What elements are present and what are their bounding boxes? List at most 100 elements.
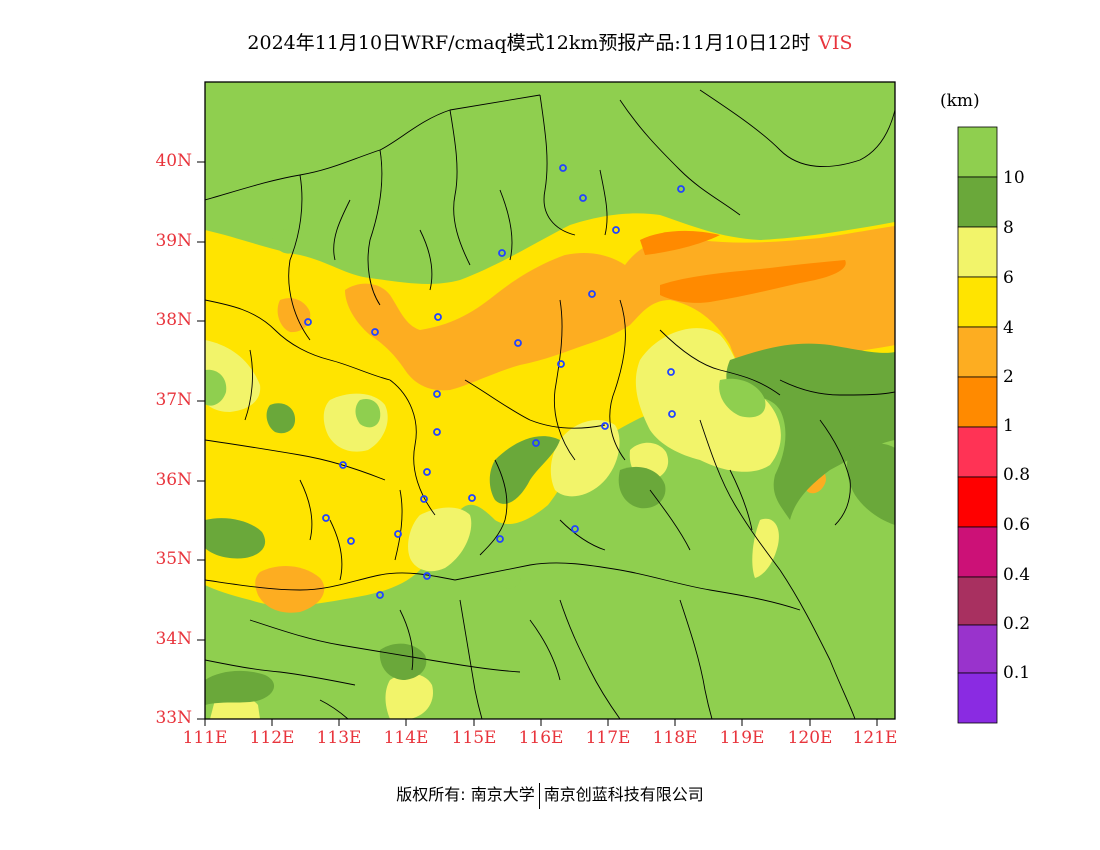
- colorbar-unit: (km): [940, 91, 980, 111]
- boundary-line: [699, 419, 781, 571]
- station-marker: [371, 328, 379, 336]
- station-marker: [667, 368, 675, 376]
- lon-label: 112E: [249, 728, 295, 748]
- colorbar-label: 8: [1003, 218, 1014, 238]
- station-marker: [376, 591, 384, 599]
- colorbar-segment: [957, 276, 998, 328]
- dark-green-region: [489, 436, 560, 504]
- copyright: 版权所有: 南京大学 南京创蓝科技有限公司: [0, 781, 1100, 809]
- station-marker: [433, 390, 441, 398]
- station-marker: [420, 495, 428, 503]
- station-marker: [557, 360, 565, 368]
- boundary-line: [459, 599, 483, 719]
- boundary-line: [244, 349, 313, 541]
- map-title: 2024年11月10日WRF/cmaq模式12km预报产品:11月10日12时 V…: [0, 28, 1100, 55]
- lat-label: 37N: [155, 390, 192, 410]
- station-marker: [423, 468, 431, 476]
- colorbar-segment: [957, 376, 998, 428]
- colorbar-label: 0.1: [1003, 663, 1031, 683]
- station-marker: [498, 249, 506, 257]
- orange-region: [640, 230, 720, 255]
- station-marker: [612, 226, 620, 234]
- station-marker: [601, 422, 609, 430]
- light-yellow-region: [550, 420, 620, 497]
- boundary-line: [619, 569, 801, 611]
- boundary-line: [367, 149, 383, 306]
- lon-label: 114E: [383, 728, 429, 748]
- green-region: [719, 378, 766, 418]
- light-yellow-region: [385, 673, 434, 719]
- light-orange-region: [277, 298, 311, 333]
- lon-label: 120E: [787, 728, 833, 748]
- station-marker: [571, 525, 579, 533]
- station-marker: [588, 290, 596, 298]
- lon-label: 119E: [719, 728, 765, 748]
- colorbar-label: 0.8: [1003, 465, 1031, 485]
- boundary-line: [649, 469, 753, 551]
- colorbar-segment: [957, 624, 998, 674]
- boundary-lines: [205, 89, 895, 719]
- boundary-line: [679, 599, 713, 719]
- station-marker: [532, 439, 540, 447]
- green-region: [205, 369, 227, 406]
- station-marker: [339, 461, 347, 469]
- green-region: [272, 229, 300, 254]
- dark-green-region: [266, 403, 296, 434]
- colorbar-label: 2: [1003, 367, 1014, 387]
- lat-label: 33N: [155, 708, 192, 728]
- boundary-line: [779, 379, 895, 396]
- light-yellow-region: [408, 507, 472, 572]
- green-region: [496, 568, 521, 589]
- boundary-line: [699, 89, 895, 168]
- colorbar-segment: [957, 576, 998, 626]
- axis-ticks: [197, 161, 878, 726]
- boundary-line: [449, 109, 471, 266]
- colorbar-label: 1: [1003, 416, 1014, 436]
- boundary-line: [479, 459, 508, 556]
- lon-label: 117E: [585, 728, 631, 748]
- dark-green-region: [205, 518, 266, 559]
- boundary-line: [609, 299, 626, 461]
- station-marker: [433, 428, 441, 436]
- lat-label: 38N: [155, 310, 192, 330]
- lat-label: 36N: [155, 470, 192, 490]
- station-marker: [559, 164, 567, 172]
- station-marker: [579, 194, 587, 202]
- colorbar-segment: [957, 526, 998, 578]
- light-yellow-region: [752, 518, 779, 578]
- boundary-line: [553, 299, 576, 461]
- boundary-line: [205, 439, 386, 481]
- colorbar-label: 4: [1003, 318, 1014, 338]
- colorbar-segment: [957, 226, 998, 278]
- station-marker: [423, 572, 431, 580]
- variable-name: VIS: [818, 32, 853, 54]
- boundary-line: [464, 379, 606, 429]
- boundary-line: [333, 199, 433, 291]
- map-layers: [205, 82, 895, 719]
- title-text: 2024年11月10日WRF/cmaq模式12km预报产品:11月10日12时: [247, 32, 811, 54]
- colorbar-segment: [957, 176, 998, 228]
- boundary-line: [249, 619, 521, 673]
- copyright-separator: [538, 782, 540, 809]
- boundary-line: [205, 659, 356, 686]
- copyright-left: 版权所有: 南京大学: [396, 785, 535, 804]
- colorbar-label: 6: [1003, 268, 1014, 288]
- dark-green-region: [847, 443, 895, 525]
- station-marker: [468, 494, 476, 502]
- lon-label: 116E: [518, 728, 564, 748]
- lon-label: 113E: [316, 728, 362, 748]
- boundary-line: [288, 174, 311, 341]
- station-marker: [514, 339, 522, 347]
- lon-label: 115E: [451, 728, 497, 748]
- colorbar-label: 0.6: [1003, 515, 1031, 535]
- colorbar-segment: [957, 476, 998, 528]
- lat-label: 40N: [155, 151, 192, 171]
- lat-label: 35N: [155, 549, 192, 569]
- light-orange-region: [345, 226, 895, 391]
- lon-label: 121E: [852, 728, 898, 748]
- colorbar: [957, 126, 998, 724]
- boundary-line: [659, 329, 781, 396]
- dark-green-region: [205, 670, 275, 705]
- dark-green-region: [379, 643, 427, 680]
